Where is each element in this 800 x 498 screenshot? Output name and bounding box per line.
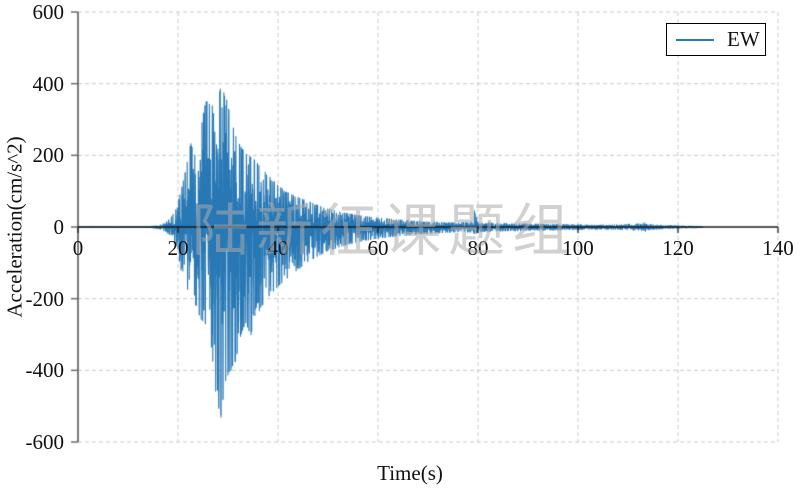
y-tick-label: -600: [25, 430, 65, 454]
y-tick-label: 600: [32, 0, 65, 24]
x-tick-label: 40: [267, 236, 289, 260]
legend-label-ew: EW: [727, 27, 760, 51]
x-axis-title: Time(s): [377, 461, 443, 485]
legend: EW: [666, 23, 766, 56]
y-tick-label: -200: [25, 286, 65, 311]
x-tick-label: 20: [167, 236, 189, 260]
x-tick-label: 0: [72, 236, 84, 260]
x-tick-label: 120: [662, 236, 694, 260]
y-tick-label: 400: [32, 71, 65, 96]
legend-line-ew-icon: [676, 38, 714, 41]
x-tick-label: 100: [562, 236, 594, 260]
y-tick-label: 200: [32, 143, 65, 168]
y-tick-label: -400: [25, 358, 65, 383]
x-tick-label: 80: [467, 236, 489, 260]
x-tick-label: 140: [762, 236, 794, 260]
x-tick-label: 60: [367, 236, 389, 260]
y-tick-label: 0: [53, 215, 65, 239]
